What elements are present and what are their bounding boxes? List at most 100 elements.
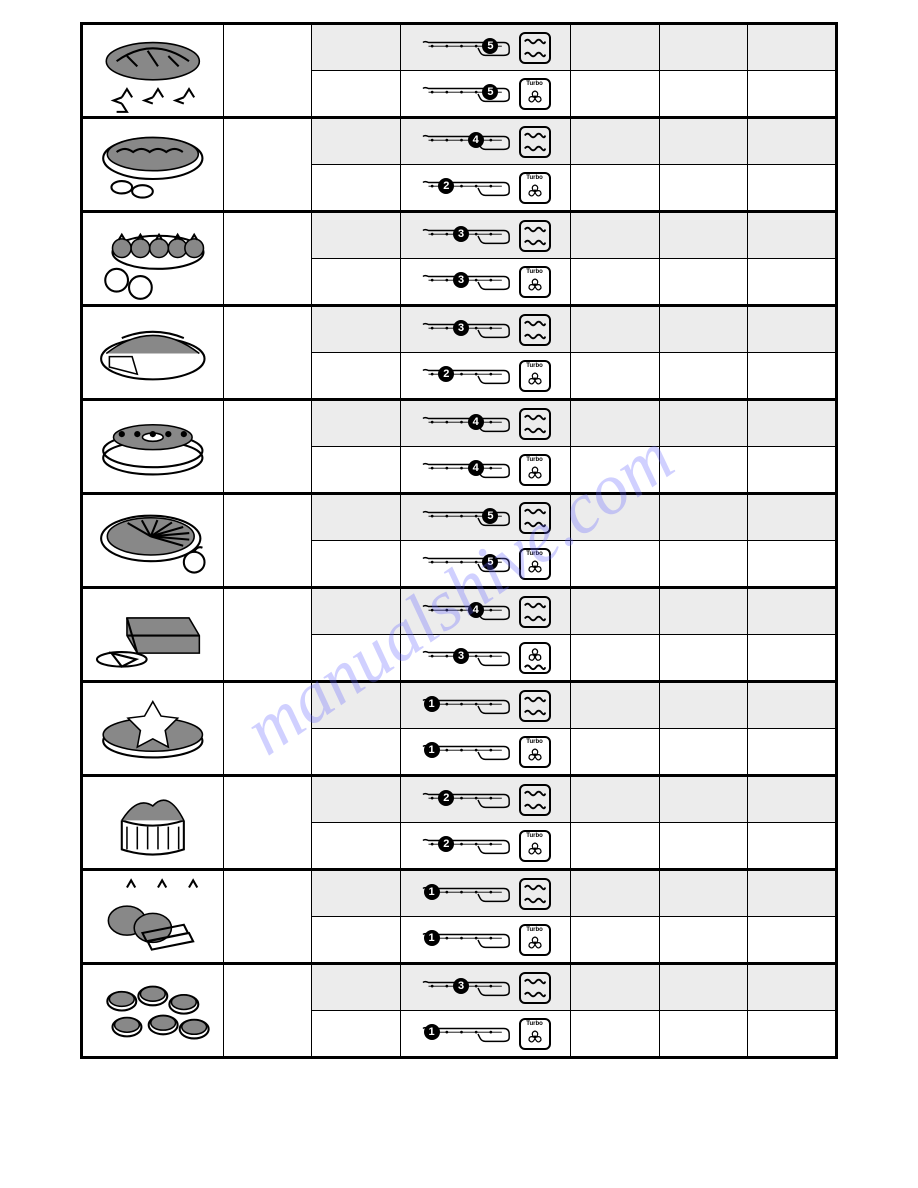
blank-cell [659,447,748,494]
rack-level-number: 2 [438,836,454,852]
blank-cell [571,400,660,447]
dish-cell [82,400,224,494]
rack-level-icon: 5 [421,553,513,575]
mode-icon-conventional [519,220,551,252]
blank-cell [659,494,748,541]
blank-cell [223,870,312,964]
blank-cell [571,494,660,541]
blank-cell [748,588,837,635]
blank-cell [748,447,837,494]
rack-level-number: 4 [468,460,484,476]
rack-level-icon: 3 [421,271,513,293]
blank-cell [312,259,401,306]
rack-level-icon: 1 [421,929,513,951]
dish-icon-fries_frozen [83,871,223,962]
blank-cell [748,212,837,259]
mode-icon-turbo: Turbo [519,1018,551,1050]
turbo-label: Turbo [526,269,543,275]
blank-cell [223,118,312,212]
dish-icon-stuffed_tomatoes [83,213,223,304]
blank-cell [571,823,660,870]
rack-level-number: 5 [482,508,498,524]
blank-cell [571,212,660,259]
blank-cell [748,964,837,1011]
rack-level-number: 4 [468,602,484,618]
dish-icon-apple_tart [83,495,223,586]
dish-cell [82,24,224,118]
blank-cell [223,212,312,306]
setting-cell: 2 Turbo [400,353,571,400]
turbo-label: Turbo [526,1021,543,1027]
blank-cell [748,776,837,823]
dish-cell [82,870,224,964]
setting-cell: 3 [400,306,571,353]
mode-icon-conventional [519,878,551,910]
blank-cell [223,24,312,118]
table-row: 2 [82,776,837,823]
blank-cell [312,682,401,729]
mode-icon-conventional [519,32,551,64]
setting-cell: 2 [400,776,571,823]
table-row: 5 [82,494,837,541]
blank-cell [312,823,401,870]
blank-cell [659,682,748,729]
dish-icon-cookies [83,965,223,1056]
blank-cell [312,306,401,353]
dish-icon-pie_frozen [83,25,223,116]
turbo-label: Turbo [526,739,543,745]
blank-cell [659,917,748,964]
blank-cell [748,259,837,306]
blank-cell [748,870,837,917]
mode-icon-turbo: Turbo [519,548,551,580]
blank-cell [659,823,748,870]
blank-cell [659,729,748,776]
blank-cell [571,306,660,353]
blank-cell [571,1011,660,1058]
rack-level-icon: 3 [421,225,513,247]
blank-cell [659,870,748,917]
blank-cell [571,447,660,494]
dish-icon-loaf [83,589,223,680]
setting-cell: 3 Turbo [400,259,571,306]
blank-cell [659,24,748,71]
blank-cell [748,71,837,118]
mode-icon-conventional [519,502,551,534]
blank-cell [223,964,312,1058]
turbo-label: Turbo [526,457,543,463]
rack-level-icon: 4 [421,601,513,623]
cooking-chart-table: 5 5 Turbo 4 [80,22,838,1059]
mode-icon-conventional [519,690,551,722]
dish-cell [82,212,224,306]
blank-cell [748,1011,837,1058]
blank-cell [659,1011,748,1058]
dish-icon-souffle [83,777,223,868]
mode-icon-turbo: Turbo [519,266,551,298]
blank-cell [659,353,748,400]
blank-cell [312,400,401,447]
setting-cell: 4 [400,118,571,165]
turbo-label: Turbo [526,81,543,87]
blank-cell [571,776,660,823]
blank-cell [748,165,837,212]
mode-icon-turbo: Turbo [519,736,551,768]
blank-cell [571,682,660,729]
setting-cell: 5 [400,494,571,541]
blank-cell [571,635,660,682]
rack-level-number: 5 [482,554,498,570]
blank-cell [659,165,748,212]
setting-cell: 1 [400,870,571,917]
blank-cell [312,71,401,118]
mode-icon-conventional [519,784,551,816]
rack-level-icon: 1 [421,741,513,763]
setting-cell: 4 [400,400,571,447]
blank-cell [748,306,837,353]
blank-cell [659,776,748,823]
rack-level-number: 3 [453,648,469,664]
rack-level-icon: 1 [421,883,513,905]
blank-cell [748,24,837,71]
blank-cell [312,24,401,71]
setting-cell: 5 Turbo [400,71,571,118]
blank-cell [571,165,660,212]
blank-cell [748,635,837,682]
mode-icon-fan-bottom [519,642,551,674]
